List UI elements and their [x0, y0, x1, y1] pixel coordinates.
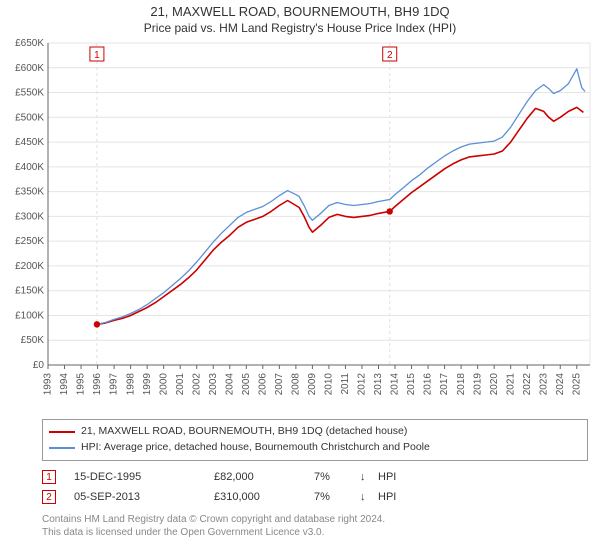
chart-titles: 21, MAXWELL ROAD, BOURNEMOUTH, BH9 1DQ P… [0, 0, 600, 37]
legend-swatch [49, 431, 75, 433]
svg-text:1995: 1995 [76, 373, 87, 396]
sales-table: 1 15-DEC-1995£82,0007%↓HPI 2 05-SEP-2013£31… [42, 467, 588, 507]
svg-text:2002: 2002 [191, 373, 202, 396]
svg-text:2009: 2009 [307, 373, 318, 396]
svg-text:1: 1 [94, 50, 100, 61]
svg-text:£250K: £250K [15, 236, 44, 247]
svg-text:£200K: £200K [15, 261, 44, 272]
svg-text:2012: 2012 [357, 373, 368, 396]
svg-text:£350K: £350K [15, 187, 44, 198]
svg-text:1997: 1997 [109, 373, 120, 396]
svg-text:2003: 2003 [208, 373, 219, 396]
svg-text:2022: 2022 [522, 373, 533, 396]
svg-text:2010: 2010 [324, 373, 335, 396]
sale-cmp: HPI [378, 471, 396, 483]
svg-text:2004: 2004 [224, 373, 235, 396]
sale-date: 05-SEP-2013 [74, 491, 214, 503]
svg-text:2016: 2016 [423, 373, 434, 396]
footnote-line-2: This data is licensed under the Open Gov… [42, 526, 588, 539]
svg-text:2018: 2018 [456, 373, 467, 396]
legend-swatch [49, 447, 75, 449]
footnote-line-1: Contains HM Land Registry data © Crown c… [42, 513, 588, 526]
svg-text:2005: 2005 [241, 373, 252, 396]
svg-text:£400K: £400K [15, 162, 44, 173]
svg-text:£0: £0 [33, 360, 45, 371]
line-chart: £0 £50K £100K £150K £200K £250K £300K £350K £400… [0, 37, 600, 415]
legend-row: HPI: Average price, detached house, Bour… [49, 440, 581, 456]
legend-label: HPI: Average price, detached house, Bour… [81, 440, 430, 456]
sale-marker-box: 1 [42, 470, 56, 484]
svg-text:2001: 2001 [175, 373, 186, 396]
svg-text:1994: 1994 [59, 373, 70, 396]
svg-text:2017: 2017 [439, 373, 450, 396]
sale-arrow-icon: ↓ [360, 471, 378, 483]
svg-text:£150K: £150K [15, 286, 44, 297]
svg-text:1998: 1998 [125, 373, 136, 396]
svg-text:£450K: £450K [15, 137, 44, 148]
svg-text:2025: 2025 [571, 373, 582, 396]
sale-row: 1 15-DEC-1995£82,0007%↓HPI [42, 467, 588, 487]
svg-text:2013: 2013 [373, 373, 384, 396]
footnote: Contains HM Land Registry data © Crown c… [42, 513, 588, 539]
svg-text:£100K: £100K [15, 310, 44, 321]
sale-row: 2 05-SEP-2013£310,0007%↓HPI [42, 487, 588, 507]
svg-text:£600K: £600K [15, 63, 44, 74]
sale-cmp: HPI [378, 491, 396, 503]
sale-pct: 7% [314, 491, 360, 503]
svg-text:£500K: £500K [15, 112, 44, 123]
legend-label: 21, MAXWELL ROAD, BOURNEMOUTH, BH9 1DQ (… [81, 424, 407, 440]
svg-text:2019: 2019 [472, 373, 483, 396]
svg-text:2023: 2023 [538, 373, 549, 396]
svg-text:£50K: £50K [21, 335, 45, 346]
svg-text:£650K: £650K [15, 38, 44, 49]
svg-text:1996: 1996 [92, 373, 103, 396]
svg-text:2006: 2006 [257, 373, 268, 396]
svg-text:£300K: £300K [15, 211, 44, 222]
sale-price: £310,000 [214, 491, 314, 503]
svg-text:2011: 2011 [340, 373, 351, 395]
svg-text:1999: 1999 [142, 373, 153, 396]
svg-text:2014: 2014 [390, 373, 401, 396]
sale-pct: 7% [314, 471, 360, 483]
sale-price: £82,000 [214, 471, 314, 483]
legend-row: 21, MAXWELL ROAD, BOURNEMOUTH, BH9 1DQ (… [49, 424, 581, 440]
svg-text:2020: 2020 [489, 373, 500, 396]
sale-date: 15-DEC-1995 [74, 471, 214, 483]
sale-arrow-icon: ↓ [360, 491, 378, 503]
svg-text:2008: 2008 [291, 373, 302, 396]
svg-text:2015: 2015 [406, 373, 417, 396]
svg-text:2007: 2007 [274, 373, 285, 396]
svg-text:2021: 2021 [505, 373, 516, 396]
svg-text:£550K: £550K [15, 88, 44, 99]
svg-text:2: 2 [387, 50, 393, 61]
chart-area: £0 £50K £100K £150K £200K £250K £300K £350K £400… [0, 37, 600, 415]
legend: 21, MAXWELL ROAD, BOURNEMOUTH, BH9 1DQ (… [42, 419, 588, 461]
svg-text:2000: 2000 [158, 373, 169, 396]
svg-text:1993: 1993 [43, 373, 54, 396]
title-line-1: 21, MAXWELL ROAD, BOURNEMOUTH, BH9 1DQ [0, 4, 600, 19]
sale-marker-box: 2 [42, 490, 56, 504]
title-line-2: Price paid vs. HM Land Registry's House … [0, 21, 600, 35]
svg-text:2024: 2024 [555, 373, 566, 396]
